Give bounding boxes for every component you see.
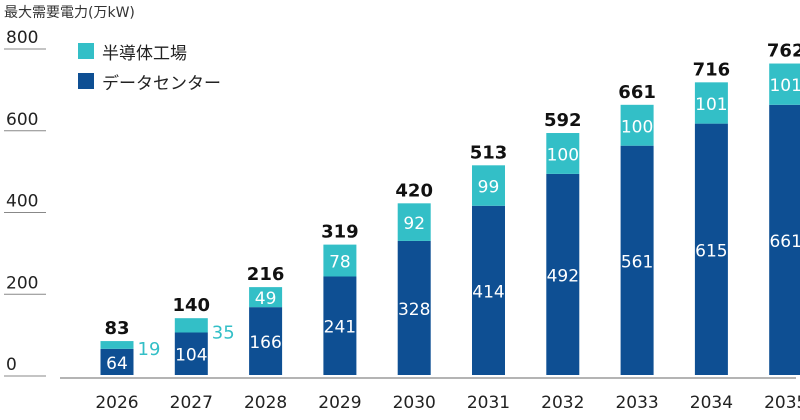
data-label-datacenter: 64 bbox=[106, 354, 128, 374]
x-tick-label: 2035 bbox=[764, 393, 800, 413]
legend-item-semiconductor: 半導体工場 bbox=[78, 36, 221, 66]
data-label-semiconductor: 101 bbox=[695, 95, 727, 115]
bar-semiconductor bbox=[174, 318, 208, 333]
legend-swatch-semiconductor bbox=[78, 43, 94, 59]
legend-label-semiconductor: 半導体工場 bbox=[102, 43, 187, 64]
legend-item-datacenter: データセンター bbox=[78, 66, 221, 96]
data-label-semiconductor: 49 bbox=[255, 289, 277, 309]
data-label-semiconductor: 99 bbox=[478, 178, 500, 198]
data-label-datacenter: 661 bbox=[769, 232, 800, 252]
data-label-total: 716 bbox=[693, 59, 731, 80]
data-label-semiconductor: 19 bbox=[138, 339, 161, 360]
y-axis-unit-label: 最大需要電力(万kW) bbox=[4, 5, 135, 21]
x-tick-label: 2031 bbox=[467, 393, 510, 413]
bar-datacenter bbox=[249, 307, 283, 375]
data-label-total: 216 bbox=[247, 264, 285, 285]
legend: 半導体工場 データセンター bbox=[78, 36, 221, 96]
data-label-total: 83 bbox=[104, 318, 129, 339]
data-label-total: 513 bbox=[470, 142, 508, 163]
bar-semiconductor bbox=[100, 341, 134, 349]
x-tick-label: 2033 bbox=[615, 393, 658, 413]
data-label-total: 592 bbox=[544, 110, 582, 131]
y-tick-label: 400 bbox=[6, 192, 38, 212]
data-label-total: 762 bbox=[767, 41, 800, 62]
bar-semiconductor bbox=[323, 244, 357, 277]
bar-semiconductor bbox=[546, 133, 580, 174]
x-tick-label: 2027 bbox=[170, 393, 213, 413]
bar-datacenter bbox=[323, 276, 357, 375]
x-tick-label: 2032 bbox=[541, 393, 584, 413]
data-label-semiconductor: 100 bbox=[547, 145, 579, 165]
data-label-datacenter: 241 bbox=[324, 318, 356, 338]
data-label-semiconductor: 35 bbox=[212, 322, 235, 343]
data-label-datacenter: 615 bbox=[695, 241, 727, 261]
data-label-datacenter: 414 bbox=[472, 282, 504, 302]
y-tick-label: 800 bbox=[6, 28, 38, 48]
bar-datacenter bbox=[546, 173, 580, 375]
bar-datacenter bbox=[620, 145, 654, 375]
data-label-datacenter: 166 bbox=[249, 333, 281, 353]
bar-semiconductor bbox=[694, 82, 728, 124]
data-label-semiconductor: 100 bbox=[621, 117, 653, 137]
bar-datacenter bbox=[472, 205, 505, 375]
x-tick-label: 2028 bbox=[244, 393, 287, 413]
data-label-datacenter: 104 bbox=[175, 346, 207, 366]
bar-datacenter bbox=[100, 348, 134, 375]
legend-swatch-datacenter bbox=[78, 73, 94, 89]
x-tick-label: 2030 bbox=[393, 393, 436, 413]
data-label-total: 140 bbox=[173, 295, 211, 316]
data-label-datacenter: 492 bbox=[547, 266, 579, 286]
data-label-semiconductor: 101 bbox=[769, 76, 800, 96]
y-tick-label: 600 bbox=[6, 110, 38, 130]
bar-semiconductor bbox=[620, 104, 654, 146]
data-label-datacenter: 328 bbox=[398, 300, 430, 320]
data-label-total: 319 bbox=[321, 222, 359, 243]
data-label-datacenter: 561 bbox=[621, 252, 653, 272]
x-tick-label: 2034 bbox=[690, 393, 733, 413]
bar-semiconductor bbox=[769, 63, 800, 105]
y-tick-label: 0 bbox=[6, 355, 17, 375]
bar-datacenter bbox=[694, 123, 728, 376]
bar-datacenter bbox=[174, 332, 208, 375]
data-label-total: 661 bbox=[618, 82, 656, 103]
data-label-semiconductor: 92 bbox=[403, 214, 425, 234]
bar-datacenter bbox=[397, 240, 431, 375]
bar-semiconductor bbox=[472, 165, 505, 206]
x-tick-label: 2029 bbox=[318, 393, 361, 413]
y-tick-label: 200 bbox=[6, 273, 38, 293]
bar-semiconductor bbox=[397, 203, 431, 241]
bar-datacenter bbox=[769, 104, 800, 375]
x-tick-label: 2026 bbox=[95, 393, 138, 413]
bar-semiconductor bbox=[249, 287, 283, 308]
data-label-total: 420 bbox=[395, 180, 433, 201]
data-label-semiconductor: 78 bbox=[329, 253, 351, 273]
legend-label-datacenter: データセンター bbox=[102, 73, 221, 94]
